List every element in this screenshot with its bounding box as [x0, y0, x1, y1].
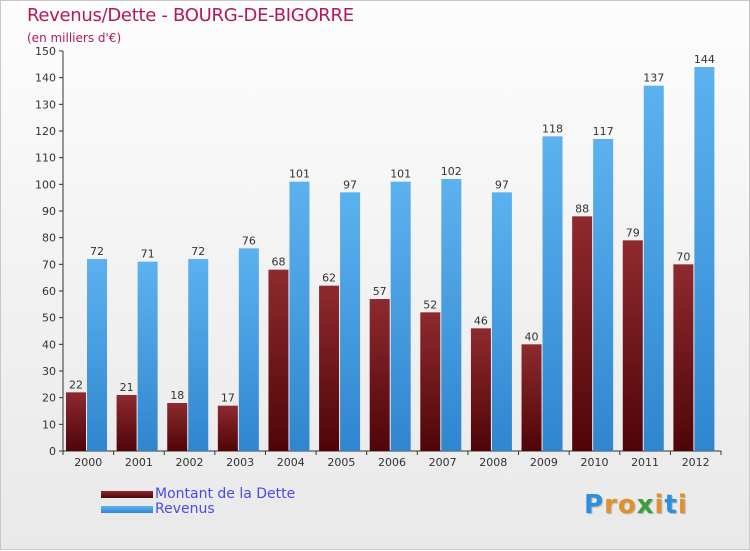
data-label-revenus: 118: [542, 122, 563, 135]
x-tick-label: 2006: [378, 456, 406, 469]
data-label-dette: 52: [423, 298, 437, 311]
bar-revenus: [87, 259, 107, 451]
x-tick-label: 2002: [176, 456, 204, 469]
logo-letter: P: [584, 490, 605, 520]
data-label-revenus: 72: [191, 245, 205, 258]
bar-dette: [116, 395, 137, 451]
bar-revenus: [238, 248, 259, 451]
x-tick-label: 2009: [530, 456, 558, 469]
y-tick-label: 30: [42, 365, 56, 378]
bar-dette: [217, 405, 238, 451]
data-label-dette: 46: [474, 314, 488, 327]
bar-revenus: [289, 181, 310, 451]
logo-letter: o: [617, 490, 637, 520]
y-tick-label: 80: [42, 232, 56, 245]
y-tick-label: 130: [35, 98, 56, 111]
proxiti-logo: Proxiti: [584, 490, 688, 520]
x-tick-label: 2010: [580, 456, 608, 469]
bar-dette: [622, 240, 643, 451]
x-tick-label: 2012: [682, 456, 710, 469]
y-tick-label: 20: [42, 392, 56, 405]
x-tick-label: 2008: [479, 456, 507, 469]
data-label-revenus: 117: [593, 125, 614, 138]
bar-dette: [521, 344, 542, 451]
logo-letter: i: [677, 490, 688, 520]
bar-dette: [268, 269, 289, 451]
logo-letter: i: [654, 490, 665, 520]
legend-swatch-dette: [101, 491, 153, 498]
y-tick-label: 110: [35, 152, 56, 165]
y-tick-label: 150: [35, 45, 56, 58]
y-tick-label: 90: [42, 205, 56, 218]
data-label-dette: 57: [373, 285, 387, 298]
bar-revenus: [188, 259, 209, 451]
x-tick-label: 2005: [327, 456, 355, 469]
data-label-revenus: 137: [643, 72, 664, 85]
data-label-dette: 18: [170, 389, 184, 402]
x-tick-label: 2011: [631, 456, 659, 469]
legend-label-dette: Montant de la Dette: [155, 486, 296, 502]
data-label-revenus: 101: [390, 168, 411, 181]
data-label-revenus: 97: [495, 178, 509, 191]
bar-revenus: [390, 181, 411, 451]
x-tick-label: 2001: [125, 456, 153, 469]
logo-letter: t: [664, 490, 678, 520]
data-label-revenus: 102: [441, 165, 462, 178]
bar-dette: [572, 216, 593, 451]
bar-revenus: [542, 136, 563, 452]
data-label-dette: 70: [676, 250, 690, 263]
y-tick-label: 0: [49, 445, 56, 458]
bar-revenus: [441, 179, 462, 451]
x-tick-label: 2000: [74, 456, 102, 469]
bar-revenus: [340, 192, 361, 452]
bar-revenus: [694, 67, 715, 451]
data-label-dette: 62: [322, 272, 336, 285]
data-label-dette: 17: [221, 392, 235, 405]
data-label-revenus: 72: [90, 245, 104, 258]
data-label-revenus: 97: [343, 178, 357, 191]
x-tick-label: 2004: [277, 456, 305, 469]
x-tick-label: 2007: [429, 456, 457, 469]
y-tick-label: 50: [42, 312, 56, 325]
bar-revenus: [137, 261, 158, 451]
bar-revenus: [643, 85, 664, 452]
data-label-dette: 22: [69, 378, 83, 391]
y-tick-label: 120: [35, 125, 56, 138]
y-tick-label: 40: [42, 338, 56, 351]
data-label-revenus: 76: [242, 234, 256, 247]
data-label-revenus: 101: [289, 168, 310, 181]
legend-label-revenus: Revenus: [155, 501, 215, 517]
data-label-dette: 40: [525, 330, 539, 343]
x-tick-label: 2003: [226, 456, 254, 469]
y-tick-label: 140: [35, 72, 56, 85]
bar-dette: [369, 299, 390, 451]
data-label-revenus: 71: [141, 248, 155, 261]
logo-letter: x: [636, 490, 655, 520]
data-label-dette: 79: [626, 226, 640, 239]
bar-dette: [673, 264, 694, 451]
bar-dette: [66, 392, 86, 451]
y-tick-label: 70: [42, 258, 56, 271]
bar-revenus: [593, 139, 614, 451]
bar-revenus: [491, 192, 512, 452]
data-label-dette: 88: [575, 202, 589, 215]
y-tick-label: 100: [35, 178, 56, 191]
logo-letter: r: [604, 490, 618, 520]
bar-dette: [470, 328, 491, 451]
y-tick-label: 10: [42, 418, 56, 431]
bar-dette: [420, 312, 441, 451]
y-tick-label: 60: [42, 285, 56, 298]
chart-subtitle: (en milliers d'€): [27, 31, 122, 45]
data-label-revenus: 144: [694, 53, 715, 66]
data-label-dette: 68: [271, 256, 285, 269]
data-label-dette: 21: [120, 381, 134, 394]
legend-swatch-revenus: [101, 506, 153, 513]
chart-title: Revenus/Dette - BOURG-DE-BIGORRE: [27, 5, 354, 26]
bar-dette: [167, 403, 188, 451]
bar-dette: [319, 285, 340, 451]
